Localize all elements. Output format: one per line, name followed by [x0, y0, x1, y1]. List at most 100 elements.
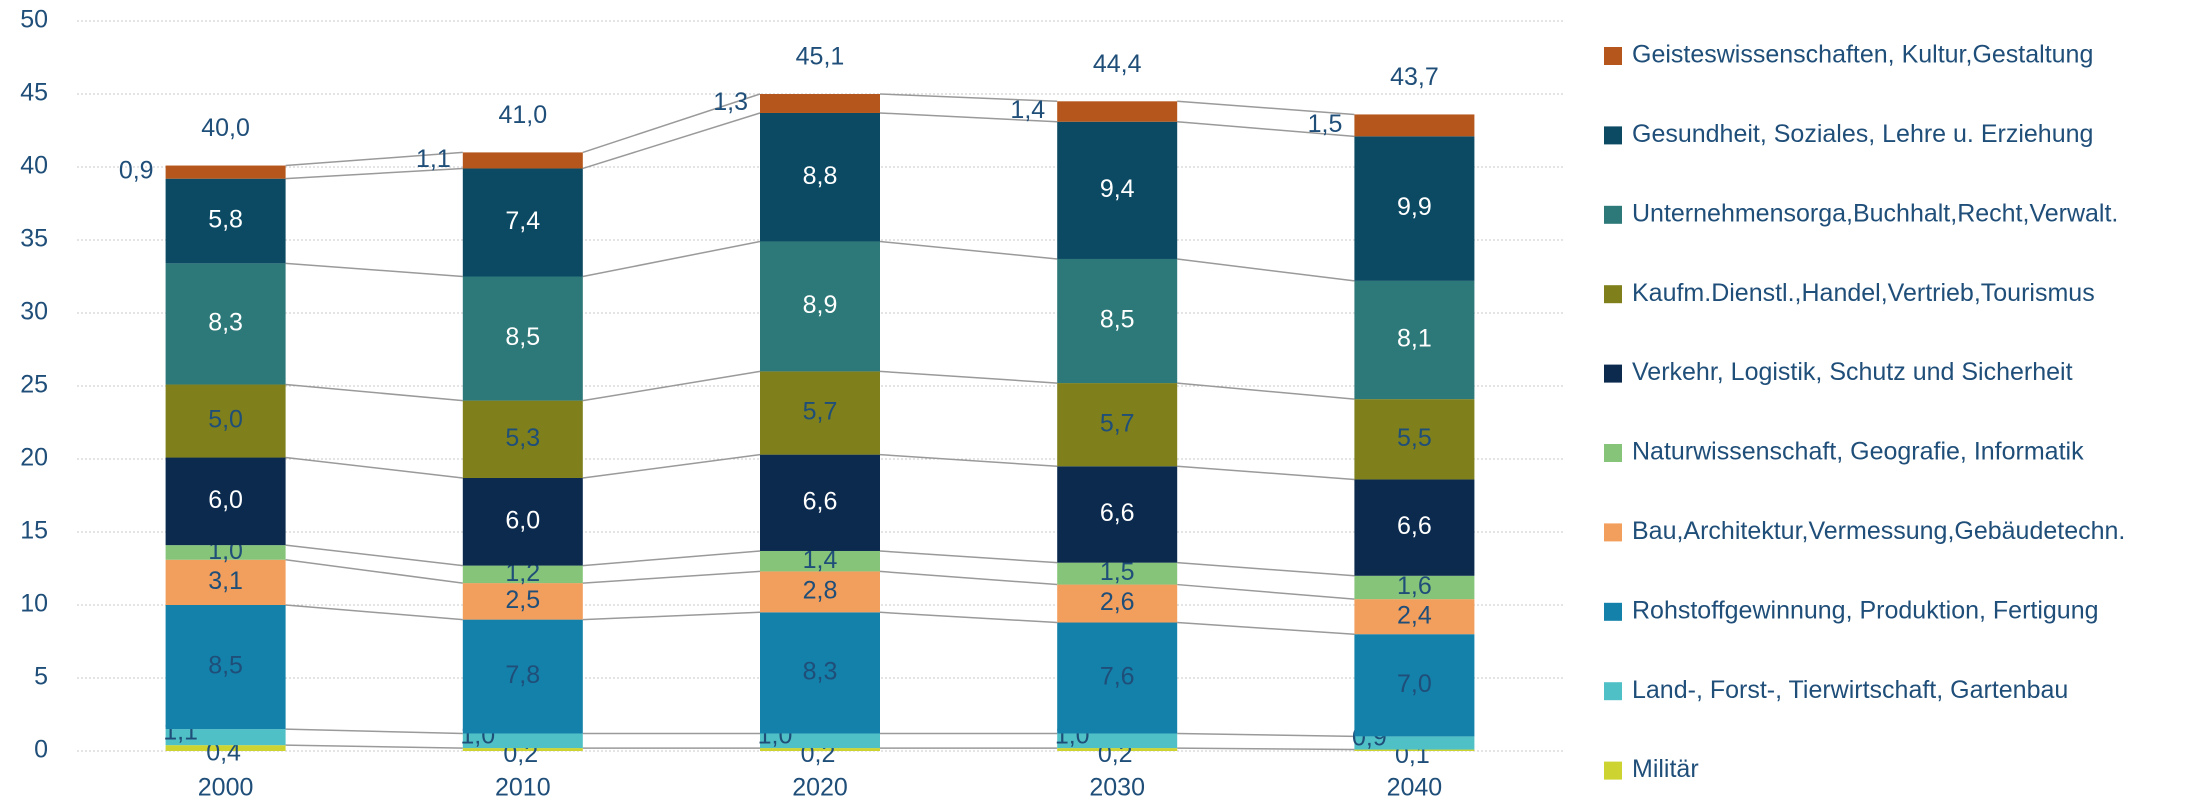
data-label: 7,0 — [1397, 670, 1432, 698]
legend-swatch — [1604, 523, 1622, 542]
bar-segment — [760, 748, 880, 751]
bar-segment — [1057, 466, 1178, 563]
bar-segment — [462, 152, 583, 169]
legend-swatch — [1604, 285, 1622, 304]
connector-line — [1177, 465, 1355, 481]
legend-swatch — [1604, 47, 1622, 65]
bar-segment — [1057, 121, 1178, 259]
data-label: 0,9 — [119, 157, 154, 185]
bar-segment — [1354, 575, 1475, 600]
data-label: 1,5 — [1308, 110, 1343, 138]
bar-segment — [760, 94, 880, 113]
data-label: 2,4 — [1397, 601, 1432, 629]
data-label: 6,6 — [1100, 499, 1135, 527]
bar-segment — [1057, 258, 1178, 384]
connector-line — [582, 93, 761, 154]
legend-swatch — [1604, 126, 1622, 145]
connector-line — [879, 611, 1058, 624]
data-label: 1,6 — [1397, 572, 1432, 600]
y-tick-label: 50 — [20, 6, 48, 34]
bar-segment — [1354, 280, 1475, 400]
bar-segment — [1057, 748, 1178, 751]
data-label: 9,4 — [1100, 175, 1135, 203]
connector-line — [879, 570, 1058, 586]
bar-segment — [462, 477, 583, 566]
x-tick-label: 2030 — [1089, 774, 1145, 802]
data-label: 6,0 — [208, 486, 243, 514]
connector-line — [1177, 747, 1355, 751]
data-label: 9,9 — [1397, 193, 1432, 221]
bar-segment — [165, 729, 286, 746]
legend-label: Militär — [1632, 755, 1699, 783]
connector-line — [285, 167, 463, 180]
data-label: 5,3 — [505, 424, 540, 452]
legend-swatch — [1604, 682, 1622, 701]
bar-segment — [760, 733, 880, 749]
bar-segment — [462, 583, 583, 620]
data-label: 8,3 — [803, 657, 838, 685]
connector-line — [1177, 100, 1355, 116]
connector-line — [879, 550, 1058, 564]
bar-segment — [165, 263, 286, 385]
legend-swatch — [1604, 761, 1622, 780]
bar-segment — [1057, 562, 1178, 585]
connector-line — [582, 550, 761, 567]
data-label: 1,3 — [713, 88, 748, 116]
legend-label: Land-, Forst-, Tierwirtschaft, Gartenbau — [1632, 676, 2068, 704]
data-label: 5,8 — [208, 206, 243, 234]
connector-line — [285, 558, 463, 584]
data-label: 8,5 — [505, 323, 540, 351]
connector-line — [1177, 561, 1355, 577]
data-label: 5,5 — [1397, 424, 1432, 452]
bar-segment — [760, 550, 880, 572]
bar-segment — [462, 748, 583, 751]
data-label: 2,6 — [1100, 588, 1135, 616]
bar-segment — [165, 384, 286, 458]
total-label: 45,1 — [796, 43, 845, 71]
legend-label: Verkehr, Logistik, Schutz und Sicherheit — [1632, 358, 2073, 386]
y-tick-label: 5 — [34, 663, 48, 691]
data-label: 5,7 — [803, 398, 838, 426]
connector-line — [582, 611, 761, 621]
legend-label: Naturwissenschaft, Geografie, Informatik — [1632, 438, 2084, 466]
data-label: 6,0 — [505, 506, 540, 534]
data-label: 2,8 — [803, 576, 838, 604]
connector-line — [285, 456, 463, 479]
x-tick-label: 2040 — [1387, 774, 1443, 802]
connector-line — [1177, 382, 1355, 400]
bar-segment — [462, 619, 583, 734]
legend-swatch — [1604, 205, 1622, 224]
bar-segment — [165, 545, 286, 560]
connector-line — [285, 744, 463, 749]
data-label: 8,5 — [208, 652, 243, 680]
connector-line — [285, 262, 463, 278]
bar-segment — [165, 745, 286, 751]
legend-label: Gesundheit, Soziales, Lehre u. Erziehung — [1632, 120, 2093, 148]
bar-segment — [760, 454, 880, 551]
connector-line — [879, 370, 1058, 384]
bar-segment — [165, 178, 286, 264]
data-label: 8,5 — [1100, 306, 1135, 334]
data-label: 7,6 — [1100, 663, 1135, 691]
connector-line — [1177, 583, 1355, 600]
connector-line — [879, 240, 1058, 260]
legend-label: Rohstoffgewinnung, Produktion, Fertigung — [1632, 596, 2099, 624]
connector-line — [582, 112, 761, 170]
connector-line — [1177, 258, 1355, 282]
total-label: 43,7 — [1390, 63, 1439, 91]
bar-segment — [760, 612, 880, 734]
connector-line — [582, 570, 761, 584]
data-label: 1,4 — [1010, 96, 1045, 124]
connector-line — [582, 453, 761, 479]
data-label: 2,5 — [505, 586, 540, 614]
bar-segment — [462, 565, 583, 584]
connector-line — [285, 383, 463, 402]
bar-segment — [462, 400, 583, 478]
data-label: 8,1 — [1397, 325, 1432, 353]
legend-label: Unternehmensorga,Buchhalt,Recht,Verwalt. — [1632, 199, 2118, 227]
legend-label: Kaufm.Dienstl.,Handel,Vertrieb,Tourismus — [1632, 279, 2095, 307]
y-tick-label: 15 — [20, 517, 48, 545]
bar-segment — [1354, 749, 1475, 751]
data-label: 5,7 — [1100, 409, 1135, 437]
connector-line — [582, 240, 761, 278]
